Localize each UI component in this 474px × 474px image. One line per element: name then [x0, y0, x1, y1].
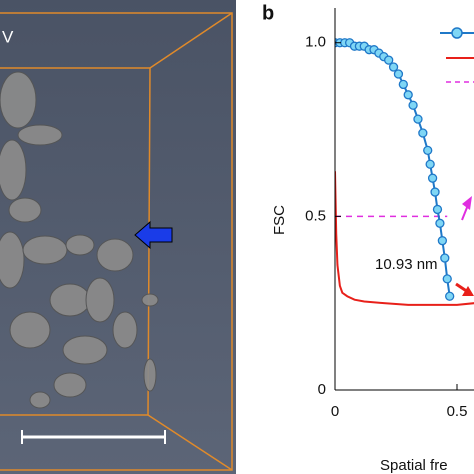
point — [445, 291, 455, 301]
point — [423, 145, 433, 156]
panel-label: b — [262, 2, 274, 24]
point — [442, 274, 452, 284]
y-tick-label: 0.5 — [305, 207, 326, 224]
point — [384, 55, 394, 65]
point — [418, 128, 428, 138]
annotation-arrows — [455, 196, 474, 296]
point — [413, 114, 423, 124]
series-line — [335, 171, 474, 306]
arrow — [134, 220, 173, 250]
point — [388, 62, 399, 72]
x-tick-label: 0 — [331, 403, 339, 420]
legend — [440, 27, 474, 83]
render-panel: V — [0, 0, 236, 474]
point — [427, 173, 438, 183]
point — [403, 90, 413, 100]
point — [437, 236, 448, 246]
point — [398, 79, 408, 90]
annotation: 10.93 nm — [375, 256, 438, 273]
point — [393, 69, 404, 79]
plot: 0 0.5 1.0 0 0.5 — [305, 8, 474, 420]
x-tick-label: 0.5 — [447, 403, 468, 420]
point — [432, 204, 443, 215]
x-axis-label: Spatial fre — [380, 457, 448, 474]
y-tick-label: 1.0 — [305, 34, 326, 51]
y-axis-label: FSC — [271, 205, 288, 235]
point — [430, 187, 440, 197]
y-tick-label: 0 — [318, 381, 326, 398]
point — [440, 253, 450, 263]
image-label: V — [2, 27, 14, 46]
point — [425, 159, 435, 169]
point — [408, 100, 418, 110]
point — [435, 218, 445, 228]
